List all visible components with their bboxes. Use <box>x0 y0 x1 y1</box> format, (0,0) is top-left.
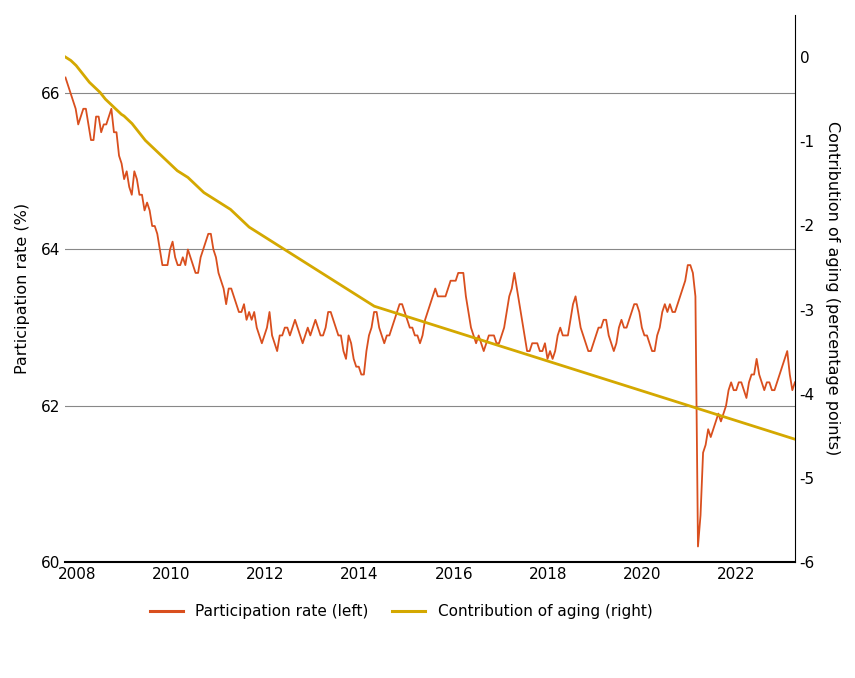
Y-axis label: Contribution of aging (percentage points): Contribution of aging (percentage points… <box>825 121 840 456</box>
Y-axis label: Participation rate (%): Participation rate (%) <box>15 203 30 374</box>
Legend: Participation rate (left), Contribution of aging (right): Participation rate (left), Contribution … <box>144 599 658 626</box>
